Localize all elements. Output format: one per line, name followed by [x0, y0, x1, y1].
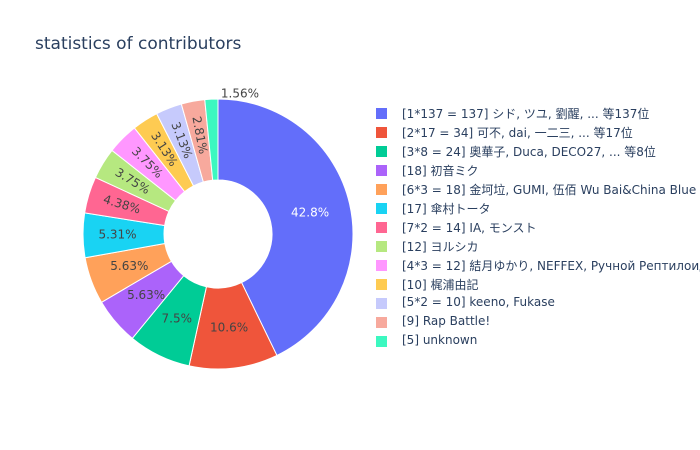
legend-swatch — [376, 336, 387, 347]
legend-item[interactable]: [2*17 = 34] 可不, dai, 一二三, ... 等17位 — [372, 123, 698, 142]
legend-label: [1*137 = 137] シド, ツユ, 劉醒, ... 等137位 — [402, 107, 650, 121]
legend-item[interactable]: [17] 傘村トータ — [372, 199, 698, 218]
slice-percent-label: 42.8% — [291, 205, 329, 219]
legend-item[interactable]: [4*3 = 12] 結月ゆかり, NEFFEX, Ручной Рептило… — [372, 256, 700, 275]
legend-swatch — [376, 222, 387, 233]
legend-label: [5] unknown — [402, 333, 478, 347]
legend-swatch — [376, 165, 387, 176]
legend-label: [17] 傘村トータ — [402, 202, 491, 216]
slice-percent-label: 5.63% — [110, 259, 148, 273]
legend-label: [12] ヨルシカ — [402, 240, 479, 254]
slice-percent-label: 7.5% — [162, 312, 193, 326]
slice-percent-label: 1.56% — [221, 87, 259, 101]
legend-swatch — [376, 146, 387, 157]
legend-swatch — [376, 108, 387, 119]
legend-item[interactable]: [9] Rap Battle! — [372, 313, 698, 332]
legend-item[interactable]: [12] ヨルシカ — [372, 237, 698, 256]
legend-swatch — [376, 298, 387, 309]
legend-swatch — [376, 317, 387, 328]
legend-item[interactable]: [5*2 = 10] keeno, Fukase — [372, 294, 698, 313]
chart-title: statistics of contributors — [35, 34, 242, 54]
legend-label: [6*3 = 18] 金坷垃, GUMI, 伍佰 Wu Bai&China Bl… — [402, 183, 697, 197]
legend-label: [4*3 = 12] 結月ゆかり, NEFFEX, Ручной Рептило… — [402, 259, 700, 273]
legend-item[interactable]: [1*137 = 137] シド, ツユ, 劉醒, ... 等137位 — [372, 104, 698, 123]
pie-slice-0[interactable] — [217, 98, 354, 357]
legend-label: [18] 初音ミク — [402, 164, 479, 178]
legend-item[interactable]: [10] 梶浦由記 — [372, 275, 698, 294]
legend-label: [2*17 = 34] 可不, dai, 一二三, ... 等17位 — [402, 126, 633, 140]
slice-percent-label: 2.81% — [189, 115, 210, 155]
pie-slice-12[interactable] — [204, 98, 219, 181]
slice-percent-label: 5.31% — [98, 227, 136, 241]
legend-item[interactable]: [7*2 = 14] IA, モンスト — [372, 218, 698, 237]
slice-percent-label: 10.6% — [210, 320, 248, 334]
legend-label: [5*2 = 10] keeno, Fukase — [402, 295, 555, 309]
legend-swatch — [376, 127, 387, 138]
legend-label: [7*2 = 14] IA, モンスト — [402, 221, 537, 235]
legend: [1*137 = 137] シド, ツユ, 劉醒, ... 等137位 [2*17… — [372, 104, 700, 351]
legend-swatch — [376, 260, 387, 271]
legend-label: [3*8 = 24] 奧華子, Duca, DECO27, ... 等8位 — [402, 145, 656, 159]
legend-item[interactable]: [3*8 = 24] 奧華子, Duca, DECO27, ... 等8位 — [372, 142, 698, 161]
legend-item[interactable]: [5] unknown — [372, 332, 698, 351]
legend-item[interactable]: [6*3 = 18] 金坷垃, GUMI, 伍佰 Wu Bai&China Bl… — [372, 180, 698, 199]
legend-item[interactable]: [18] 初音ミク — [372, 161, 698, 180]
legend-label: [10] 梶浦由記 — [402, 278, 479, 292]
legend-swatch — [376, 203, 387, 214]
legend-label: [9] Rap Battle! — [402, 314, 491, 328]
legend-swatch — [376, 241, 387, 252]
slice-percent-label: 5.63% — [127, 288, 165, 302]
legend-swatch — [376, 184, 387, 195]
legend-swatch — [376, 279, 387, 290]
